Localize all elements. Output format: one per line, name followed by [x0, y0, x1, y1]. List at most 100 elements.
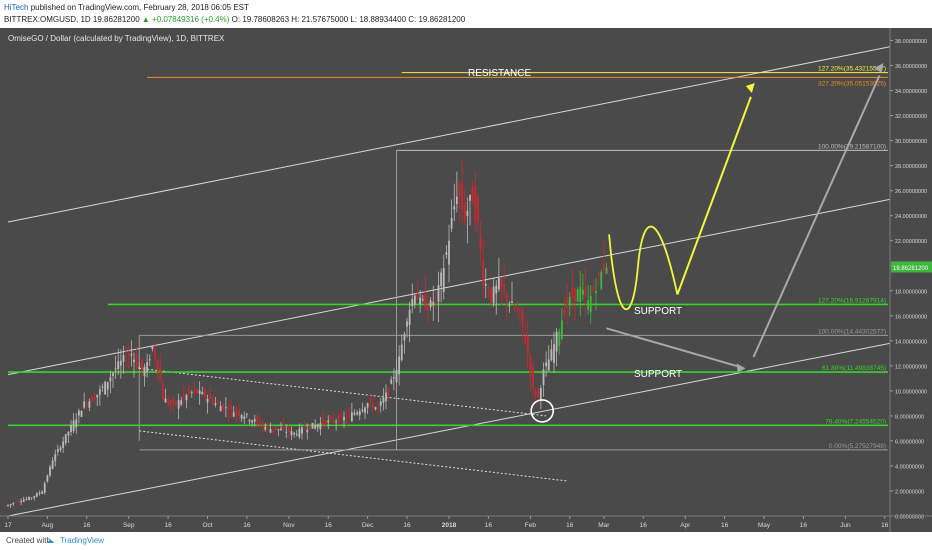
drawing-layer	[530, 63, 884, 423]
x-tick-label: 16	[165, 522, 173, 529]
candle-body	[350, 412, 353, 422]
candle-body	[592, 286, 595, 292]
y-tick-label: 8.00000000	[895, 414, 924, 420]
candle-body	[261, 422, 264, 426]
candle-body	[56, 448, 59, 452]
candle-body	[295, 434, 298, 436]
price-chart[interactable]: OmiseGO / Dollar (calculated by TradingV…	[0, 28, 932, 532]
candle-body	[125, 360, 128, 362]
grey-arrow-down-head	[736, 363, 746, 373]
candle-body	[206, 398, 209, 403]
x-tick-label: Oct	[202, 522, 212, 529]
candle-body	[537, 388, 540, 397]
y-tick-label: 14.00000000	[895, 339, 927, 345]
candle-body	[280, 428, 282, 431]
chart-area[interactable]: OmiseGO / Dollar (calculated by TradingV…	[0, 28, 932, 532]
x-tick-label: 17	[4, 522, 12, 529]
candle-body	[12, 503, 15, 505]
projected-wave-path	[608, 225, 679, 311]
candle-body	[455, 196, 458, 204]
candle-body	[356, 412, 359, 415]
candle-body	[369, 398, 372, 402]
chart-title: OmiseGO / Dollar (calculated by TradingV…	[8, 34, 225, 43]
candle-body	[293, 432, 296, 435]
candle-body	[133, 359, 135, 363]
candle-body	[558, 331, 561, 346]
candle-body	[416, 293, 419, 301]
candle-body	[182, 393, 185, 397]
candle-body	[413, 295, 416, 305]
y-tick-label: 34.00000000	[895, 89, 927, 95]
candle-body	[259, 422, 261, 426]
candle-body	[306, 429, 309, 433]
candle-body	[235, 409, 238, 413]
last-price-badge	[891, 261, 932, 273]
candle-body	[550, 349, 553, 361]
candle-body	[161, 383, 164, 400]
candle-body	[101, 386, 104, 388]
x-tick-label: Apr	[680, 522, 691, 529]
time-axis: 17 Aug 16 Sep 16 Oct 16 Nov 16 Dec 16 2018 16 Feb 16 Ma…	[0, 515, 932, 529]
candle-body	[327, 420, 330, 423]
candle-body	[589, 295, 592, 313]
candle-body	[566, 297, 569, 308]
candle-body	[264, 426, 267, 430]
candle-body	[33, 495, 36, 498]
candle-body	[282, 424, 285, 429]
tradingview-link[interactable]: TradingView	[60, 536, 105, 545]
candle-body	[476, 196, 479, 224]
last-price-badge-text: 19.86281200	[893, 266, 929, 272]
candle-body	[503, 284, 506, 291]
candle-body	[272, 429, 275, 431]
candle-body	[159, 366, 162, 382]
published-text: published on TradingView.com, February 2…	[30, 3, 249, 12]
candle-body	[269, 428, 272, 433]
candle-body	[560, 320, 563, 340]
y-tick-label: 10.00000000	[895, 389, 927, 395]
candle-body	[232, 412, 235, 417]
x-tick-label: 16	[566, 522, 574, 529]
x-tick-label: May	[758, 522, 771, 529]
level-label-6: 76.40%(7.24554520)	[825, 418, 886, 425]
candle-body	[461, 182, 464, 210]
candle-body	[508, 305, 511, 307]
chart-background	[0, 28, 932, 532]
candle-body	[214, 403, 217, 406]
candle-body	[274, 426, 277, 431]
candle-body	[408, 309, 411, 325]
candle-body	[196, 389, 198, 393]
candle-body	[366, 403, 369, 408]
candle-body	[109, 377, 112, 382]
candle-body	[54, 454, 57, 462]
chart-footer: Created with ☁ TradingView	[0, 532, 932, 550]
candle-body	[127, 354, 130, 357]
candle-body	[568, 296, 571, 305]
author-link[interactable]: HiTech	[4, 3, 29, 12]
candle-body	[348, 413, 351, 415]
candle-body	[138, 366, 141, 369]
candle-body	[377, 405, 380, 408]
candle-body	[167, 399, 170, 405]
candle-body	[245, 413, 248, 415]
candle-body	[511, 301, 513, 303]
overlay-layer: 127.20%(35.43215527) 327.20%(35.05153025)…	[7, 46, 891, 517]
last-price: 19.86281200	[92, 15, 140, 24]
candle-body	[59, 447, 62, 450]
candle-body	[545, 362, 548, 367]
candle-body	[524, 336, 527, 344]
candle-body	[112, 373, 114, 377]
candle-body	[482, 260, 485, 286]
x-tick-label: 2018	[442, 522, 457, 529]
candle-body	[553, 344, 555, 363]
candle-body	[332, 419, 335, 423]
candle-body	[85, 403, 88, 405]
y-tick-label: 28.00000000	[895, 164, 927, 170]
candle-body	[539, 388, 542, 400]
x-tick-label: Feb	[525, 522, 537, 529]
candle-body	[117, 361, 120, 370]
candle-body	[406, 321, 408, 327]
yellow-arrow-line	[676, 96, 752, 295]
candle-body	[382, 397, 385, 403]
candle-body	[287, 427, 290, 433]
candle-body	[555, 331, 558, 352]
